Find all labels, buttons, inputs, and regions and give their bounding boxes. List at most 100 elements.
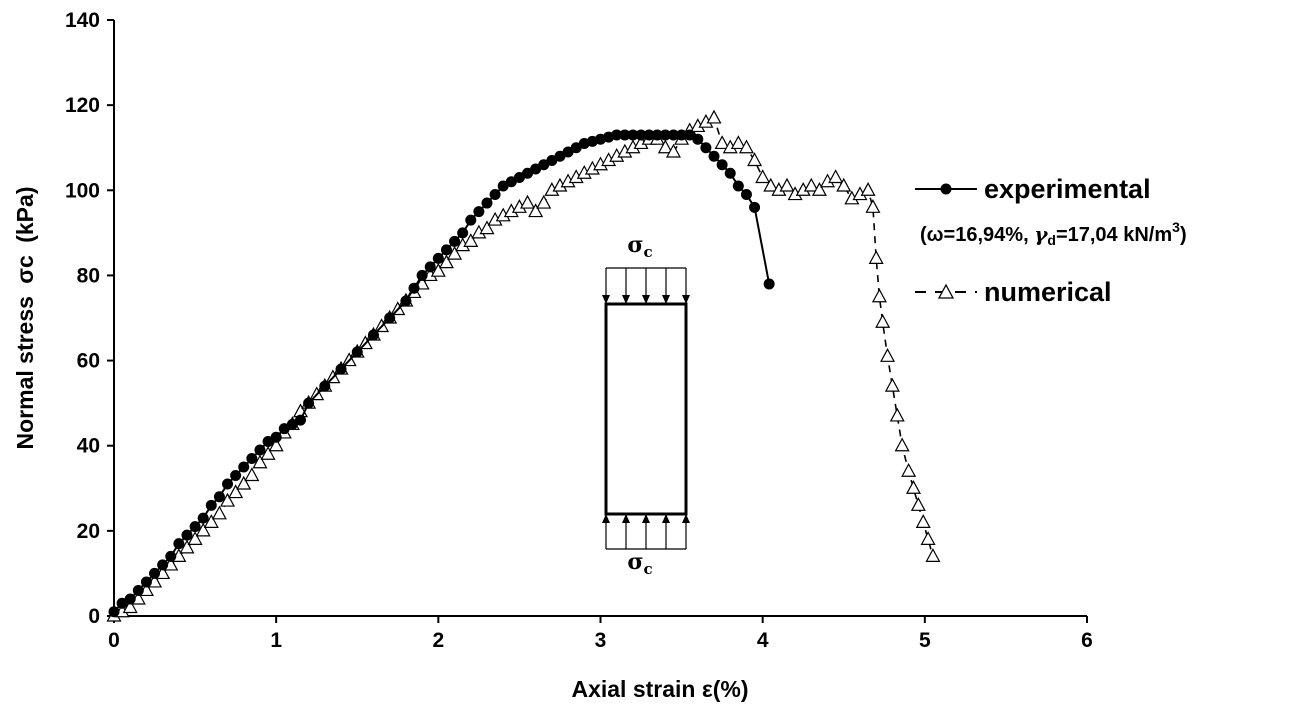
numerical-point	[803, 177, 819, 192]
experimental-series-line	[113, 133, 771, 613]
experimental-point	[513, 172, 525, 184]
numerical-point	[447, 245, 463, 260]
experimental-point	[222, 478, 234, 490]
experimental-point	[189, 521, 201, 533]
conditions-note-prefix: (ω=16,94%,	[920, 224, 1034, 246]
experimental-point	[611, 129, 623, 141]
experimental-point	[384, 312, 396, 324]
top-load-arrows	[602, 268, 690, 304]
experimental-point	[173, 538, 185, 550]
numerical-point	[889, 407, 905, 422]
numerical-series-line	[113, 116, 934, 617]
numerical-point	[920, 531, 936, 545]
numerical-point	[836, 177, 852, 192]
experimental-point	[132, 584, 144, 596]
numerical-point	[438, 254, 454, 269]
numerical-point	[252, 454, 268, 469]
top-arrow-head	[622, 295, 630, 304]
numerical-point	[430, 262, 446, 277]
sigma-bottom-subscript: c	[644, 560, 653, 578]
experimental-point	[213, 491, 225, 503]
bottom-load-arrows	[602, 514, 690, 549]
experimental-point	[246, 452, 258, 464]
numerical-point	[868, 250, 884, 264]
x-tick-label: 3	[595, 629, 607, 652]
experimental-point	[181, 529, 193, 541]
experimental-point	[763, 278, 775, 290]
numerical-point	[884, 377, 900, 392]
conditions-note: (ω=16,94%, γd=17,04 kN/m3)	[920, 219, 1187, 248]
numerical-point	[122, 599, 138, 614]
experimental-point	[530, 163, 542, 175]
bottom-arrow-head	[622, 514, 630, 523]
experimental-point	[335, 363, 347, 375]
experimental-point	[270, 431, 282, 443]
experimental-point	[667, 129, 679, 141]
experimental-point	[457, 227, 469, 239]
numerical-point	[894, 437, 910, 452]
bottom-arrow-head	[602, 514, 610, 523]
numerical-point	[179, 539, 195, 554]
experimental-point	[732, 180, 744, 192]
legend-experimental-label: experimental	[984, 174, 1151, 204]
experimental-point	[351, 346, 363, 358]
experimental-point	[473, 206, 485, 218]
numerical-point	[244, 467, 260, 482]
numerical-point	[706, 109, 722, 124]
experimental-point	[400, 295, 412, 307]
experimental-point	[635, 129, 647, 141]
experimental-point	[676, 129, 688, 141]
experimental-point	[546, 154, 558, 166]
experimental-point	[489, 189, 501, 201]
conditions-note-gamma-sub: d	[1047, 232, 1056, 248]
numerical-point	[730, 135, 746, 150]
numerical-point	[657, 139, 673, 154]
specimen-diagram: σc σc	[602, 232, 690, 578]
numerical-point	[236, 475, 252, 490]
x-tick-label: 2	[432, 629, 444, 652]
experimental-point	[367, 329, 379, 341]
bottom-arrow-head	[642, 514, 650, 523]
numerical-point	[211, 505, 227, 520]
sigma-top-label: σ	[627, 232, 643, 258]
numerical-point	[915, 514, 931, 528]
experimental-point	[570, 142, 582, 154]
y-tick-label: 100	[65, 179, 100, 202]
experimental-point	[643, 129, 655, 141]
experimental-point	[157, 559, 169, 571]
top-arrow-head	[682, 295, 690, 304]
numerical-point	[901, 462, 917, 477]
experimental-point	[440, 244, 452, 256]
experimental-point	[197, 512, 209, 524]
top-arrow-head	[642, 295, 650, 304]
x-tick-label: 1	[270, 629, 282, 652]
experimental-point	[238, 461, 250, 473]
numerical-point	[905, 480, 921, 494]
top-arrow-head	[602, 295, 610, 304]
numerical-point	[828, 169, 844, 184]
numerical-point	[747, 152, 763, 167]
svg-text:Normal stress σc (: Normal stress σc (kPa)	[12, 187, 38, 450]
numerical-point	[738, 139, 754, 154]
legend-numerical-marker	[937, 283, 955, 299]
legend: experimental (ω=16,94%, γd=17,04 kN/m3) …	[915, 174, 1187, 307]
numerical-point	[880, 348, 896, 362]
experimental-point	[481, 197, 493, 209]
experimental-point	[700, 142, 712, 154]
y-axis-title: Normal stress σc (kPa)	[12, 187, 38, 450]
experimental-point	[651, 129, 663, 141]
experimental-point	[116, 597, 128, 609]
experimental-point	[497, 180, 509, 192]
sigma-top-subscript: c	[644, 243, 653, 261]
svg-text:σc: σc	[627, 549, 652, 578]
y-tick-label: 140	[65, 9, 100, 32]
experimental-point	[108, 606, 120, 618]
numerical-point	[779, 177, 795, 192]
x-tick-label: 5	[919, 629, 931, 652]
experimental-point	[286, 418, 298, 430]
numerical-point	[714, 135, 730, 150]
conditions-note-middle: =17,04 kN/m	[1056, 224, 1172, 246]
experimental-point	[684, 129, 696, 141]
numerical-point	[220, 492, 236, 507]
y-tick-label: 0	[88, 605, 100, 628]
